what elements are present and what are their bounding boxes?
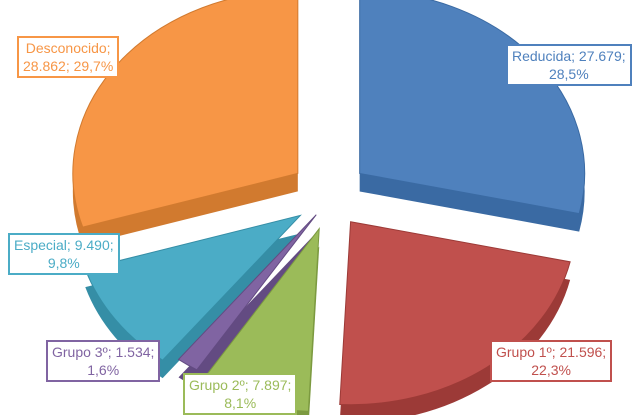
- slice-label-grupo-3: Grupo 3º; 1.534; 1,6%: [46, 340, 161, 382]
- pie-slice-grupo-1: [339, 221, 571, 406]
- slice-label-especial-line2: 9,8%: [47, 255, 80, 271]
- slice-label-grupo-1: Grupo 1º; 21.596; 22,3%: [490, 340, 613, 382]
- slice-label-grupo-3-line2: 1,6%: [87, 362, 120, 378]
- slice-label-reducida-line2: 28,5%: [548, 66, 589, 82]
- slice-label-grupo-1-line2: 22,3%: [531, 362, 571, 378]
- slice-label-desconocido: Desconocido; 28.862; 29,7%: [17, 36, 120, 78]
- slice-label-grupo-2-line2: 8,1%: [224, 395, 257, 411]
- slice-label-desconocido-line1: Desconocido;: [25, 40, 111, 56]
- slice-label-grupo-2: Grupo 2º; 7.897; 8,1%: [183, 373, 298, 415]
- slice-label-grupo-1-line1: Grupo 1º; 21.596;: [496, 344, 607, 360]
- slice-label-desconocido-line2: 28.862; 29,7%: [23, 58, 114, 74]
- slice-label-reducida: Reducida; 27.679; 28,5%: [506, 44, 632, 86]
- slice-label-reducida-line1: Reducida; 27.679;: [512, 48, 626, 64]
- pie-slice-grupo-3: [177, 214, 317, 371]
- slice-label-especial-line1: Especial; 9.490;: [14, 237, 114, 253]
- slice-label-grupo-3-line1: Grupo 3º; 1.534;: [52, 344, 155, 360]
- slice-label-especial: Especial; 9.490; 9,8%: [8, 233, 120, 275]
- slice-label-grupo-2-line1: Grupo 2º; 7.897;: [189, 377, 292, 393]
